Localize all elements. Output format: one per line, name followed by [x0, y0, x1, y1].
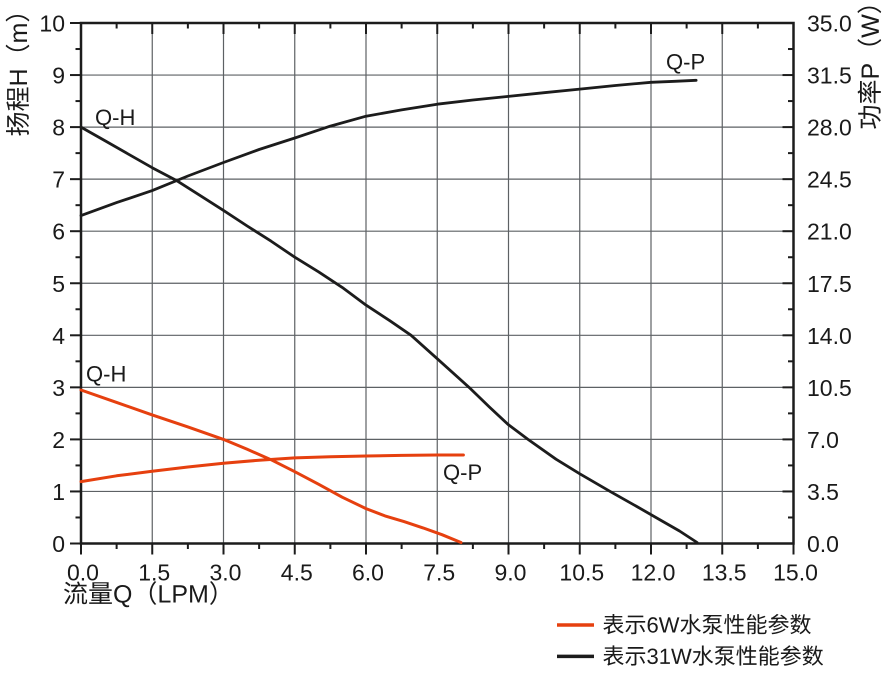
svg-text:15.0: 15.0 — [773, 560, 818, 586]
svg-text:Q-H: Q-H — [95, 105, 135, 130]
svg-text:8: 8 — [52, 115, 65, 141]
svg-text:9.0: 9.0 — [495, 560, 527, 586]
svg-text:Q-P: Q-P — [443, 460, 482, 485]
svg-text:7: 7 — [52, 167, 65, 193]
svg-text:0.0: 0.0 — [67, 560, 99, 586]
svg-text:10.5: 10.5 — [559, 560, 604, 586]
svg-text:0.0: 0.0 — [807, 531, 839, 557]
svg-text:1: 1 — [52, 479, 65, 505]
svg-text:3.5: 3.5 — [807, 479, 839, 505]
svg-text:10: 10 — [39, 11, 65, 37]
svg-text:2: 2 — [52, 427, 65, 453]
svg-text:4: 4 — [52, 323, 65, 349]
svg-text:9: 9 — [52, 63, 65, 89]
svg-text:24.5: 24.5 — [807, 167, 852, 193]
svg-text:5: 5 — [52, 271, 65, 297]
svg-text:17.5: 17.5 — [807, 271, 852, 297]
svg-text:31.5: 31.5 — [807, 63, 852, 89]
svg-text:10.5: 10.5 — [807, 375, 852, 401]
svg-text:7.5: 7.5 — [423, 560, 455, 586]
svg-text:6: 6 — [52, 219, 65, 245]
svg-text:Q-P: Q-P — [666, 50, 705, 75]
svg-text:4.5: 4.5 — [281, 560, 313, 586]
svg-text:14.0: 14.0 — [807, 323, 852, 349]
svg-text:0: 0 — [52, 531, 65, 557]
svg-text:28.0: 28.0 — [807, 115, 852, 141]
svg-text:3: 3 — [52, 375, 65, 401]
svg-text:13.5: 13.5 — [702, 560, 747, 586]
svg-text:Q-H: Q-H — [86, 362, 126, 387]
svg-text:21.0: 21.0 — [807, 219, 852, 245]
svg-text:35.0: 35.0 — [807, 11, 852, 37]
svg-text:7.0: 7.0 — [807, 427, 839, 453]
svg-text:1.5: 1.5 — [138, 560, 170, 586]
svg-text:12.0: 12.0 — [631, 560, 676, 586]
svg-text:3.0: 3.0 — [210, 560, 242, 586]
svg-text:6.0: 6.0 — [352, 560, 384, 586]
